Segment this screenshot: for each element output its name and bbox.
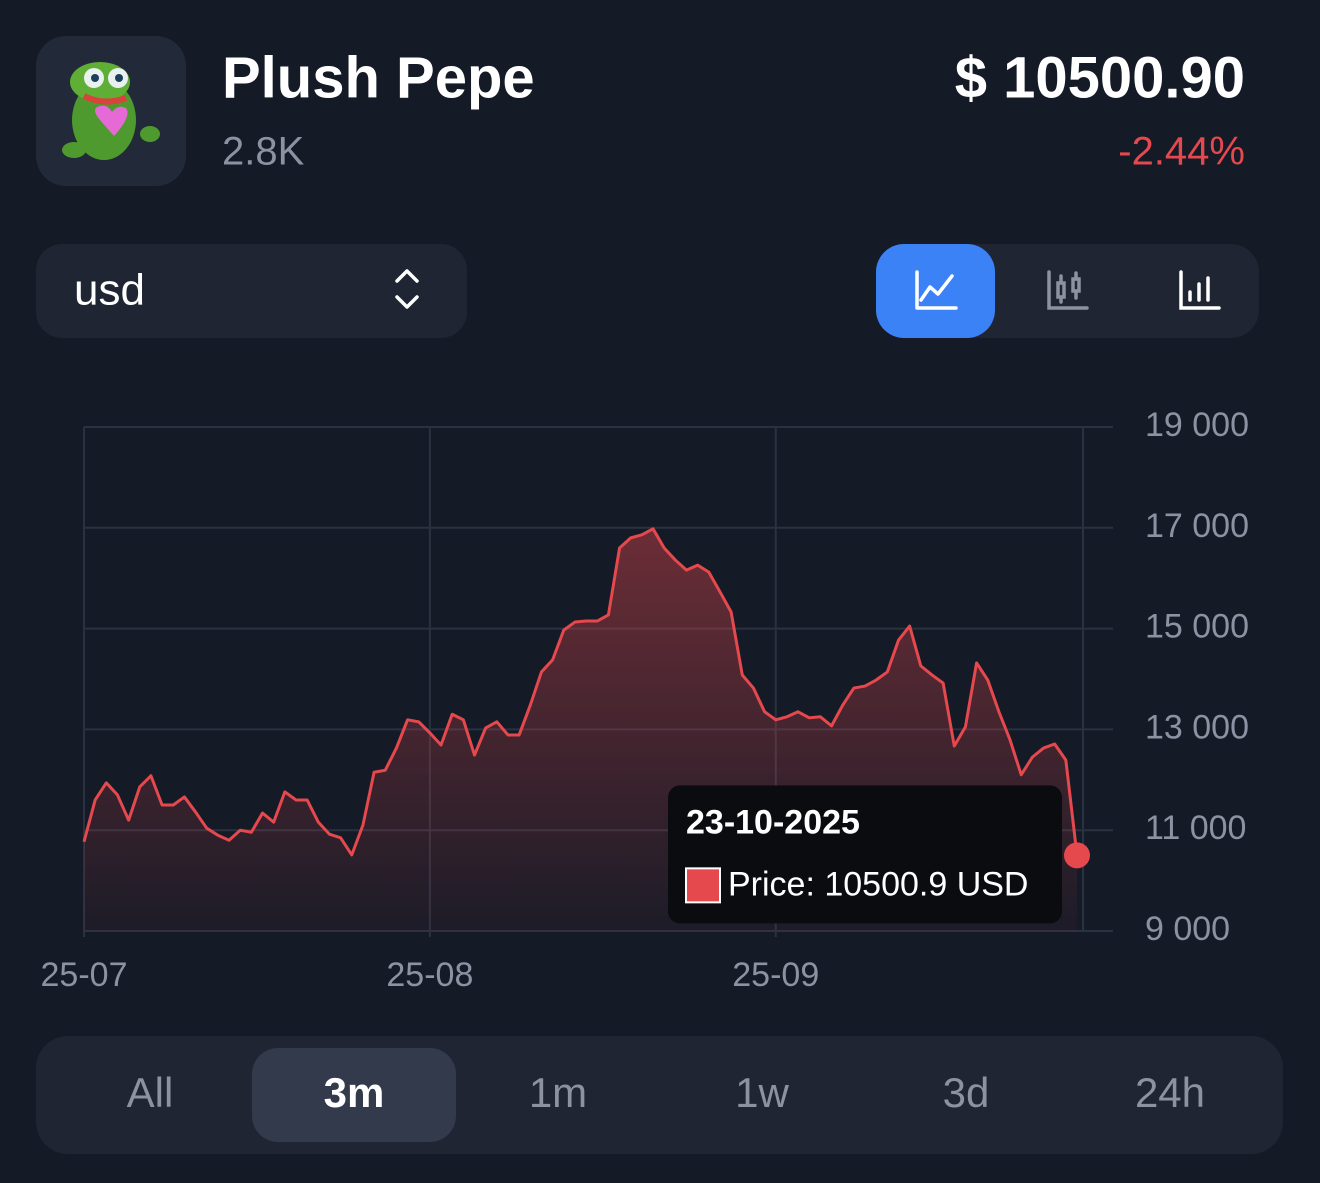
period-tab-label: 3d [943,1069,990,1116]
period-tab-label: 1w [735,1069,789,1116]
period-tab-label: 3m [324,1069,385,1116]
price: $ 10500.90 [955,45,1245,110]
y-tick-label: 9 000 [1145,910,1230,948]
y-tick-label: 19 000 [1145,406,1249,444]
item-name: Plush Pepe [222,45,535,110]
price-change: -2.44% [1118,130,1245,174]
period-tab[interactable]: 24h [1135,1069,1205,1116]
hover-point [1064,842,1090,869]
y-tick-label: 17 000 [1145,507,1249,545]
x-tick-label: 25-08 [386,956,473,994]
tooltip-date: 23-10-2025 [686,803,860,841]
price-line [82,527,1079,857]
period-tab[interactable]: All [127,1069,174,1116]
price-chart: 9 000 11 000 13 000 15 000 17 000 19 000 25-07… [41,406,1249,994]
period-tab-active-bg [252,1048,456,1142]
bar-chart-button[interactable] [1179,270,1221,310]
y-tick-label: 15 000 [1145,608,1249,646]
tooltip-box [668,785,1062,924]
tooltip-swatch [685,867,721,904]
line-chart-button[interactable] [876,244,995,338]
period-tab-label: 24h [1135,1069,1205,1116]
y-tick-label: 11 000 [1145,809,1246,847]
x-tick-label: 25-07 [41,956,128,994]
tooltip: 23-10-2025 Price: 10500.9 USD [668,785,1062,924]
currency-select[interactable]: usd [36,244,467,338]
period-tab-group: All 3m 1m 1w 3d 24h [127,1048,1205,1142]
period-tab-label: 1m [529,1069,587,1116]
period-tab-label: All [127,1069,174,1116]
currency-value: usd [74,266,145,315]
tooltip-value: Price: 10500.9 USD [728,865,1029,903]
gift-icon [36,36,186,186]
period-tabs [36,1036,1283,1154]
period-tab[interactable]: 1w [735,1069,789,1116]
item-count: 2.8K [222,130,305,174]
period-tab[interactable]: 1m [529,1069,587,1116]
y-tick-label: 13 000 [1145,708,1249,746]
period-tab[interactable]: 3d [943,1069,990,1116]
period-tab[interactable]: 3m [252,1048,456,1142]
x-tick-label: 25-09 [732,956,819,994]
candle-chart-button[interactable] [1047,270,1089,310]
